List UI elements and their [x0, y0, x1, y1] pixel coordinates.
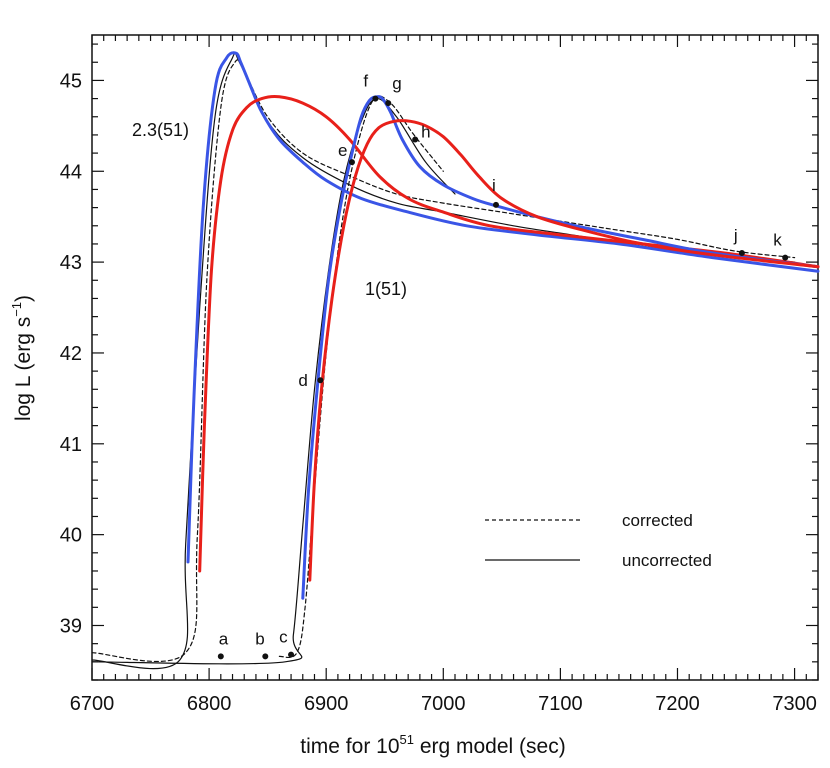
y-tick-label: 40 — [60, 525, 82, 547]
point-label-c: c — [279, 628, 288, 647]
x-tick-label: 6900 — [304, 693, 349, 715]
point-label-b: b — [255, 629, 264, 648]
point-label-f: f — [363, 72, 368, 91]
x-axis-label: time for 1051 erg model (sec) — [300, 732, 565, 758]
series-line-0 — [186, 51, 820, 564]
point-label-j: j — [733, 226, 738, 245]
series-line-2 — [301, 95, 820, 600]
point-label-h: h — [421, 122, 430, 141]
legend-corrected-label: corrected — [622, 511, 693, 530]
series-line-4 — [91, 59, 796, 663]
point-marker-j — [738, 250, 745, 257]
point-marker-d — [317, 377, 324, 384]
point-marker-i — [492, 201, 499, 208]
annotation-1-51: 1(51) — [365, 279, 407, 299]
point-marker-b — [262, 653, 269, 660]
plot-frame — [91, 34, 819, 681]
series-line-7 — [91, 97, 456, 665]
y-tick-label: 44 — [60, 161, 82, 183]
x-tick-label: 6700 — [70, 693, 115, 715]
y-tick-label: 45 — [60, 70, 82, 92]
point-label-g: g — [392, 74, 401, 93]
series-line-3 — [308, 119, 820, 582]
legend-uncorrected-label: uncorrected — [622, 551, 712, 570]
point-marker-a — [217, 653, 224, 660]
x-tick-label: 7300 — [772, 693, 817, 715]
y-axis-label: log L (erg s−1) — [9, 295, 35, 421]
y-tick-label: 42 — [60, 343, 82, 365]
point-marker-k — [782, 254, 789, 261]
point-marker-e — [348, 159, 355, 166]
point-label-k: k — [773, 231, 782, 250]
x-tick-label: 7200 — [655, 693, 700, 715]
y-tick-label: 43 — [60, 252, 82, 274]
y-tick-label: 39 — [60, 615, 82, 637]
point-label-e: e — [338, 141, 347, 160]
x-tick-label: 7000 — [421, 693, 466, 715]
series-line-5 — [91, 51, 796, 670]
point-label-i: i — [492, 176, 496, 195]
point-label-d: d — [298, 371, 307, 390]
point-marker-h — [412, 136, 419, 143]
x-tick-label: 7100 — [538, 693, 583, 715]
point-marker-c — [288, 651, 295, 658]
x-tick-label: 6800 — [187, 693, 232, 715]
series-line-1 — [198, 94, 820, 573]
legend: corrected uncorrected — [485, 511, 712, 570]
annotation-2.3-51: 2.3(51) — [132, 120, 189, 140]
point-marker-f — [372, 95, 379, 102]
point-label-a: a — [219, 629, 229, 648]
point-marker-g — [385, 100, 392, 107]
y-tick-label: 41 — [60, 434, 82, 456]
